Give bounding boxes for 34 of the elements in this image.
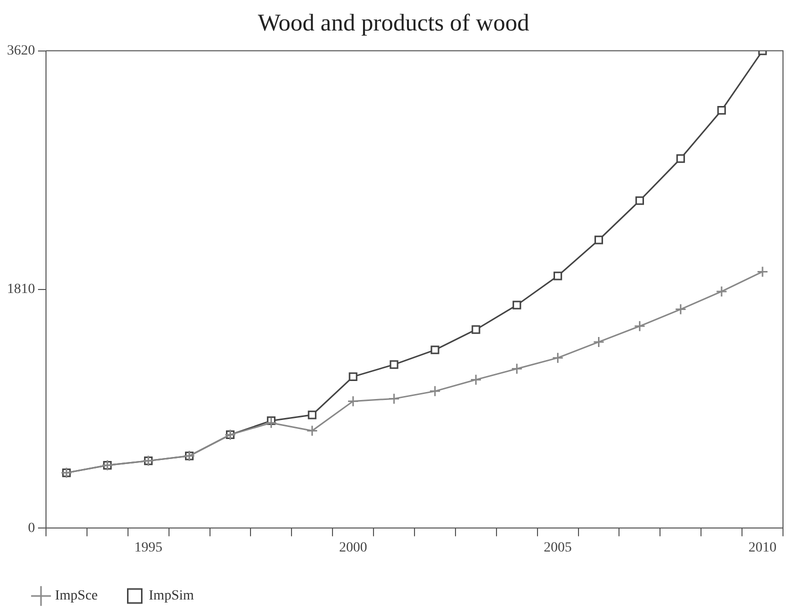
point xyxy=(756,266,768,278)
point xyxy=(512,300,522,310)
point xyxy=(676,154,685,163)
point xyxy=(552,352,564,364)
y-tick-label: 3620 xyxy=(7,43,35,58)
point xyxy=(716,286,728,298)
x-tick-label: 1995 xyxy=(134,540,162,556)
point xyxy=(306,424,318,436)
point xyxy=(429,385,441,397)
x-tick-label: 2000 xyxy=(339,540,368,556)
point xyxy=(390,360,398,369)
point xyxy=(347,395,359,407)
legend-label: ImpSim xyxy=(148,588,194,604)
point xyxy=(430,346,440,354)
x-tick-label: 2010 xyxy=(748,540,777,556)
point xyxy=(554,272,562,280)
point xyxy=(388,392,400,404)
point xyxy=(348,372,358,381)
point xyxy=(308,410,316,420)
point xyxy=(594,236,604,244)
point xyxy=(593,336,604,348)
chart-title: Wood and products of wood xyxy=(258,10,530,37)
point xyxy=(511,363,523,375)
point xyxy=(635,196,644,205)
point xyxy=(634,320,646,332)
x-tick-label: 2005 xyxy=(544,540,572,556)
point xyxy=(265,417,277,429)
legend-label: ImpSce xyxy=(55,588,98,604)
y-tick-label: 1810 xyxy=(7,282,35,298)
point xyxy=(470,374,482,386)
y-tick-label: 0 xyxy=(28,520,35,536)
point xyxy=(674,304,686,316)
point xyxy=(472,325,480,334)
point xyxy=(717,106,726,115)
